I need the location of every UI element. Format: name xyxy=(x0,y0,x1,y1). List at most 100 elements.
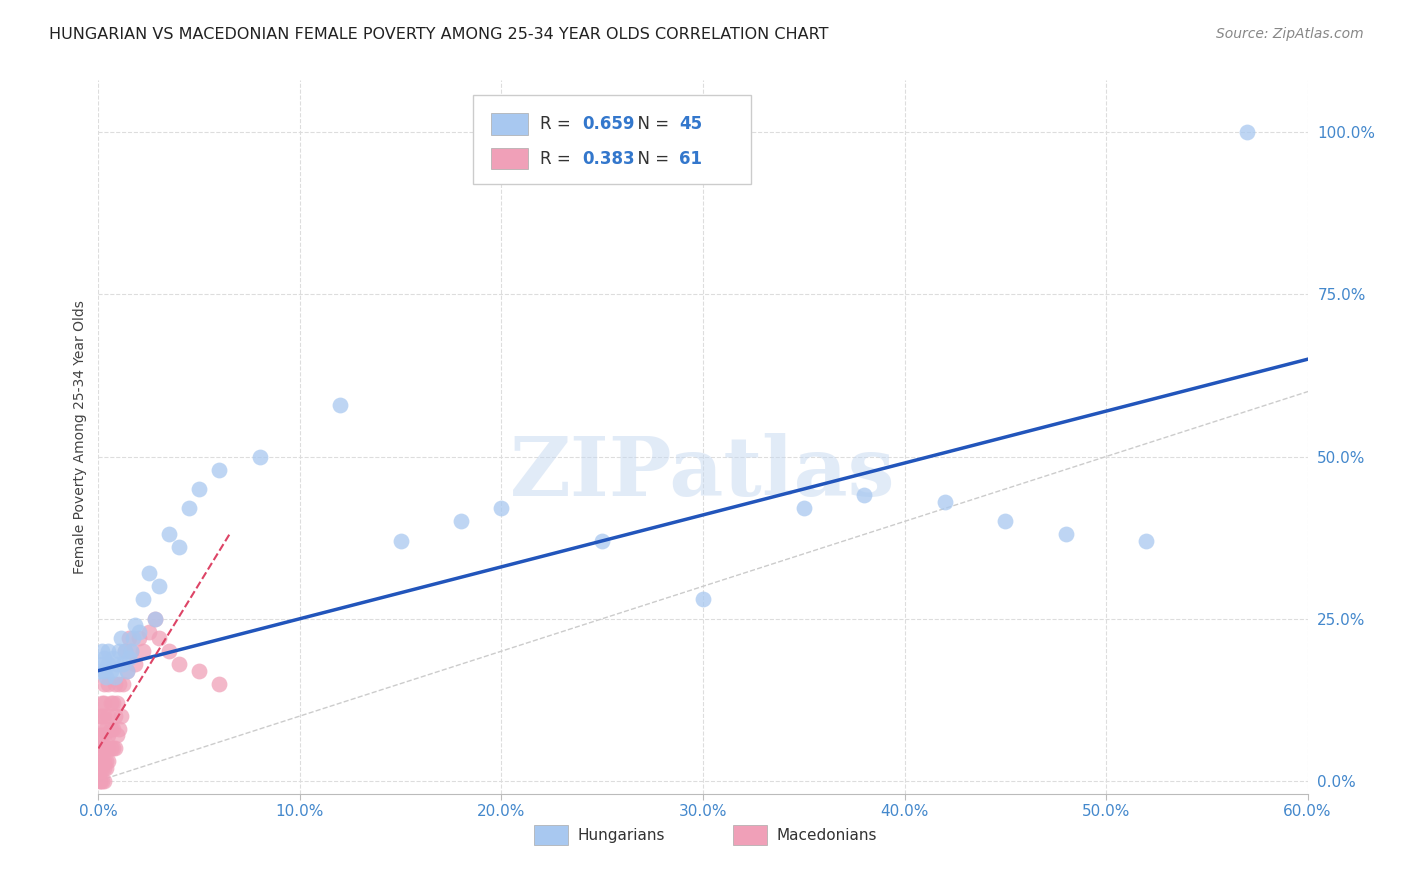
Text: N =: N = xyxy=(627,115,675,133)
Point xyxy=(208,676,231,690)
Point xyxy=(208,462,231,476)
Point xyxy=(167,657,190,672)
Point xyxy=(853,488,876,502)
Point xyxy=(148,579,170,593)
Point xyxy=(111,676,134,690)
Point xyxy=(107,644,129,658)
Text: R =: R = xyxy=(540,115,576,133)
Point xyxy=(89,722,111,736)
Point xyxy=(96,670,118,684)
Point xyxy=(89,741,111,756)
Text: 61: 61 xyxy=(679,150,702,168)
Point xyxy=(100,741,122,756)
Point xyxy=(91,773,114,788)
Point xyxy=(91,644,114,658)
Point xyxy=(120,644,142,658)
Bar xyxy=(534,825,568,846)
Point xyxy=(93,676,115,690)
Point xyxy=(91,657,114,672)
Point xyxy=(110,631,132,645)
Y-axis label: Female Poverty Among 25-34 Year Olds: Female Poverty Among 25-34 Year Olds xyxy=(73,300,87,574)
Point xyxy=(96,761,118,775)
Point xyxy=(124,618,146,632)
Point xyxy=(100,696,122,710)
Point xyxy=(121,631,143,645)
Point xyxy=(103,670,125,684)
Point xyxy=(93,650,115,665)
Text: Macedonians: Macedonians xyxy=(776,828,877,843)
Text: 0.383: 0.383 xyxy=(582,150,634,168)
Point xyxy=(93,664,115,678)
Point xyxy=(105,696,128,710)
Point xyxy=(934,495,956,509)
Text: Hungarians: Hungarians xyxy=(578,828,665,843)
Point xyxy=(1054,527,1077,541)
Point xyxy=(179,501,201,516)
Point xyxy=(143,612,166,626)
Point xyxy=(128,631,150,645)
Point xyxy=(1135,533,1157,548)
Point xyxy=(105,657,128,672)
Point xyxy=(89,664,111,678)
Point xyxy=(188,482,211,496)
Point xyxy=(103,709,125,723)
Point xyxy=(110,709,132,723)
Point xyxy=(89,755,111,769)
Point xyxy=(97,644,120,658)
Point xyxy=(450,515,472,529)
Point xyxy=(124,657,146,672)
Point xyxy=(107,722,129,736)
Point xyxy=(89,709,111,723)
Point xyxy=(91,761,114,775)
Point xyxy=(100,664,122,678)
Text: 0.659: 0.659 xyxy=(582,115,634,133)
Point xyxy=(111,657,134,672)
Point xyxy=(89,773,111,788)
Point xyxy=(96,722,118,736)
Point xyxy=(93,761,115,775)
Point xyxy=(132,592,155,607)
Point xyxy=(103,741,125,756)
Point xyxy=(249,450,271,464)
Point xyxy=(118,650,141,665)
Point xyxy=(389,533,412,548)
Point xyxy=(118,631,141,645)
Point xyxy=(115,664,138,678)
Point xyxy=(91,709,114,723)
Point xyxy=(143,612,166,626)
Point xyxy=(157,644,180,658)
Point xyxy=(91,755,114,769)
Point xyxy=(491,501,513,516)
Point xyxy=(138,624,160,639)
Point xyxy=(89,761,111,775)
Bar xyxy=(734,825,768,846)
Text: 45: 45 xyxy=(679,115,702,133)
Point xyxy=(97,741,120,756)
Point xyxy=(93,696,115,710)
Point xyxy=(120,644,142,658)
Point xyxy=(89,773,111,788)
Point xyxy=(97,755,120,769)
Point xyxy=(101,722,124,736)
Point xyxy=(994,515,1017,529)
Point xyxy=(93,755,115,769)
Point xyxy=(103,676,125,690)
Point xyxy=(591,533,613,548)
Point xyxy=(167,541,190,555)
Bar xyxy=(492,113,527,135)
Point xyxy=(93,709,115,723)
Point xyxy=(93,741,115,756)
Point xyxy=(97,676,120,690)
Point xyxy=(91,729,114,743)
Text: N =: N = xyxy=(627,150,675,168)
Point xyxy=(97,657,120,672)
Point xyxy=(100,722,122,736)
Point xyxy=(101,741,124,756)
Point xyxy=(138,566,160,581)
Point xyxy=(115,664,138,678)
Point xyxy=(107,676,129,690)
Point xyxy=(101,650,124,665)
Point xyxy=(114,644,136,658)
Point xyxy=(188,664,211,678)
Point xyxy=(132,644,155,658)
